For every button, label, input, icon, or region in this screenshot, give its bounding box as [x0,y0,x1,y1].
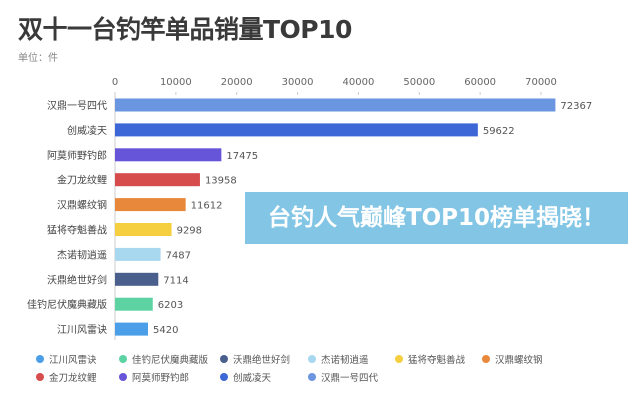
data-label: 6203 [158,300,183,311]
legend-marker [119,373,127,381]
legend-marker [220,355,228,363]
bar [115,173,200,187]
legend-label: 猛将夺魁善战 [408,354,466,366]
chart-subtitle: 单位：件 [18,53,58,64]
category-label: 佳钓尼伏魔典藏版 [27,298,107,311]
bar [115,198,186,212]
data-label: 59622 [483,126,515,137]
legend-label: 佳钓尼伏魔典藏版 [132,354,209,366]
legend-label: 汉鼎一号四代 [321,373,379,384]
legend-label: 沃鼎绝世好剑 [233,354,290,366]
x-tick-label: 10000 [160,77,192,88]
data-label: 72367 [560,101,592,112]
legend-marker [36,355,44,363]
legend-marker [119,355,127,363]
category-label: 沃鼎绝世好剑 [47,273,107,286]
data-label: 7487 [166,250,191,261]
x-tick-label: 70000 [525,77,557,88]
bar [115,98,556,112]
x-tick-label: 0 [112,77,118,88]
x-tick-label: 30000 [282,77,314,88]
bar [115,148,222,162]
category-label: 猛将夺魁善战 [47,224,107,237]
bar [115,223,172,236]
chart-title: 双十一台钓竿单品销量TOP10 [18,15,352,44]
x-tick-label: 60000 [464,77,496,88]
x-tick-label: 50000 [403,77,435,88]
legend-marker [36,373,44,381]
category-label: 金刀龙纹鲤 [57,174,107,187]
legend-marker [395,355,403,363]
legend-marker [308,373,316,381]
legend-marker [308,355,316,363]
data-label: 11612 [191,201,223,212]
data-label: 17475 [226,151,258,162]
bar [115,322,148,336]
x-tick-label: 20000 [221,77,253,88]
legend-label: 汉鼎螺纹钢 [495,354,543,366]
bar [115,272,159,286]
x-tick-label: 40000 [343,77,375,88]
category-label: 杰诺韧逍遥 [57,248,107,261]
category-label: 创威凌天 [67,124,107,137]
data-label: 7114 [163,275,188,286]
category-label: 汉鼎螺纹钢 [57,199,107,212]
bar [115,297,153,311]
category-label: 江川风雷诀 [57,324,107,336]
data-label: 5420 [153,325,178,336]
category-label: 汉鼎一号四代 [47,100,107,112]
legend-label: 阿莫师野钓郎 [132,372,189,384]
legend-marker [482,355,490,363]
category-label: 阿莫师野钓郎 [47,149,107,162]
overlay-banner [245,192,628,244]
banner-text: 台钓人气巅峰TOP10榜单揭晓！ [267,205,606,231]
data-label: 9298 [177,226,202,237]
legend-label: 创威凌天 [233,372,272,384]
bar [115,247,161,261]
legend-label: 杰诺韧逍遥 [321,354,369,366]
legend-marker [220,373,228,381]
legend-label: 江川风雷诀 [49,354,97,366]
data-label: 13958 [205,176,237,187]
legend-label: 金刀龙纹鲤 [49,372,97,384]
bar [115,123,478,137]
